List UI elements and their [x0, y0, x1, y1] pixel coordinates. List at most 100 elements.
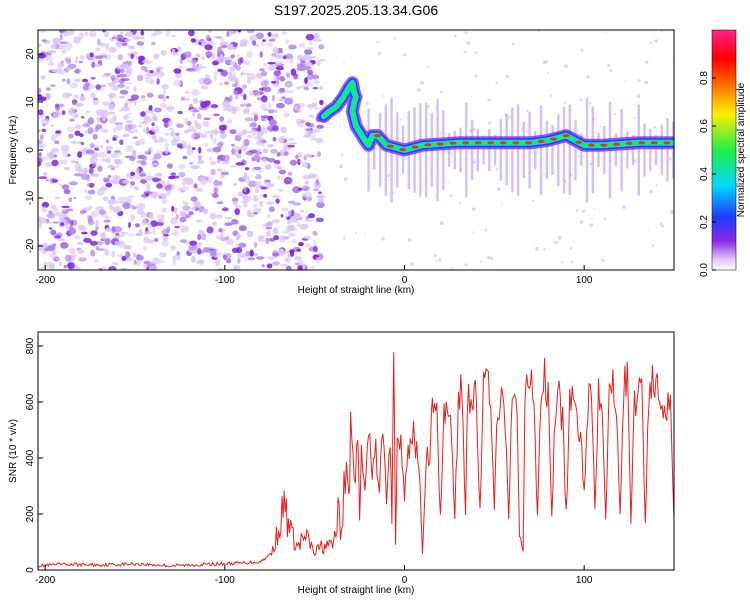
noise-point	[342, 60, 346, 63]
noise-point	[108, 111, 116, 115]
noise-point	[40, 118, 50, 126]
noise-point	[472, 160, 477, 164]
noise-point	[142, 128, 149, 133]
noise-point	[225, 216, 233, 220]
noise-point	[74, 235, 81, 240]
noise-point	[231, 83, 238, 88]
noise-point	[147, 146, 153, 153]
noise-point	[267, 64, 277, 71]
noise-point	[547, 72, 549, 75]
noise-point	[189, 165, 196, 169]
noise-point	[51, 69, 59, 73]
noise-point	[111, 36, 116, 40]
noise-point	[158, 193, 168, 197]
noise-point	[307, 70, 314, 75]
noise-point	[159, 260, 166, 264]
noise-point	[273, 163, 279, 169]
noise-point	[134, 186, 140, 191]
track-streak	[465, 102, 468, 198]
noise-point	[61, 78, 66, 82]
noise-point	[162, 89, 167, 96]
noise-point	[164, 132, 170, 136]
noise-point	[319, 99, 324, 106]
noise-point	[55, 130, 61, 134]
noise-point	[622, 205, 626, 210]
noise-point	[434, 195, 437, 198]
noise-point	[109, 92, 114, 100]
noise-point	[195, 53, 201, 58]
noise-point	[257, 124, 261, 132]
x-tick-label: 100	[576, 275, 593, 286]
noise-point	[90, 230, 98, 237]
noise-point	[59, 70, 66, 75]
noise-point	[272, 46, 279, 54]
noise-point	[508, 115, 511, 119]
noise-point	[158, 195, 162, 199]
noise-point	[145, 79, 149, 83]
noise-point	[258, 185, 264, 189]
noise-point	[209, 156, 213, 161]
noise-point	[417, 88, 421, 92]
noise-point	[82, 123, 90, 128]
noise-point	[205, 34, 211, 42]
noise-point	[267, 62, 276, 65]
noise-point	[213, 76, 217, 81]
noise-point	[290, 249, 295, 257]
track-streak	[476, 128, 479, 172]
noise-point	[122, 114, 130, 120]
noise-point	[57, 238, 65, 242]
colorbar-tick-label: 0.4	[699, 167, 710, 181]
noise-point	[257, 235, 265, 242]
noise-point	[209, 249, 217, 257]
noise-point	[287, 232, 296, 237]
spectrogram-x-ticks: -200 -100 0 100	[35, 265, 593, 286]
noise-point	[50, 124, 54, 128]
noise-point	[264, 164, 272, 170]
noise-point	[105, 227, 112, 232]
noise-point	[237, 258, 241, 264]
snr-x-axis-label: Height of straight line (km)	[298, 585, 415, 596]
noise-point	[275, 75, 284, 81]
noise-point	[241, 175, 250, 180]
noise-point	[63, 166, 71, 171]
noise-point	[313, 240, 317, 247]
y-tick-label: -10	[25, 190, 36, 205]
noise-point	[45, 178, 50, 182]
noise-point	[225, 104, 235, 112]
noise-point	[126, 233, 136, 236]
noise-point	[122, 133, 129, 138]
noise-point	[310, 134, 316, 138]
noise-point	[66, 126, 75, 132]
noise-point	[142, 245, 147, 251]
noise-point	[68, 107, 76, 113]
noise-point	[114, 150, 121, 153]
noise-point	[283, 176, 293, 185]
noise-point	[161, 198, 167, 205]
noise-point	[613, 112, 617, 115]
noise-point	[426, 65, 429, 68]
noise-point	[253, 114, 259, 122]
noise-point	[112, 175, 121, 181]
noise-point	[407, 238, 412, 242]
noise-point	[233, 182, 237, 187]
noise-point	[125, 251, 131, 259]
noise-point	[95, 226, 99, 231]
noise-point	[229, 72, 234, 80]
track-peak	[537, 139, 545, 143]
noise-point	[219, 41, 229, 47]
noise-point	[233, 106, 240, 112]
noise-point	[226, 118, 233, 124]
track-peak	[436, 142, 444, 146]
noise-point	[261, 125, 265, 130]
noise-point	[58, 260, 63, 267]
noise-point	[289, 96, 294, 100]
noise-point	[648, 229, 651, 232]
noise-point	[198, 42, 202, 45]
noise-point	[193, 107, 198, 111]
noise-point	[263, 108, 269, 112]
noise-scatter	[38, 30, 674, 270]
noise-point	[111, 250, 115, 258]
noise-point	[176, 123, 185, 128]
noise-point	[38, 139, 43, 145]
noise-point	[599, 125, 602, 128]
